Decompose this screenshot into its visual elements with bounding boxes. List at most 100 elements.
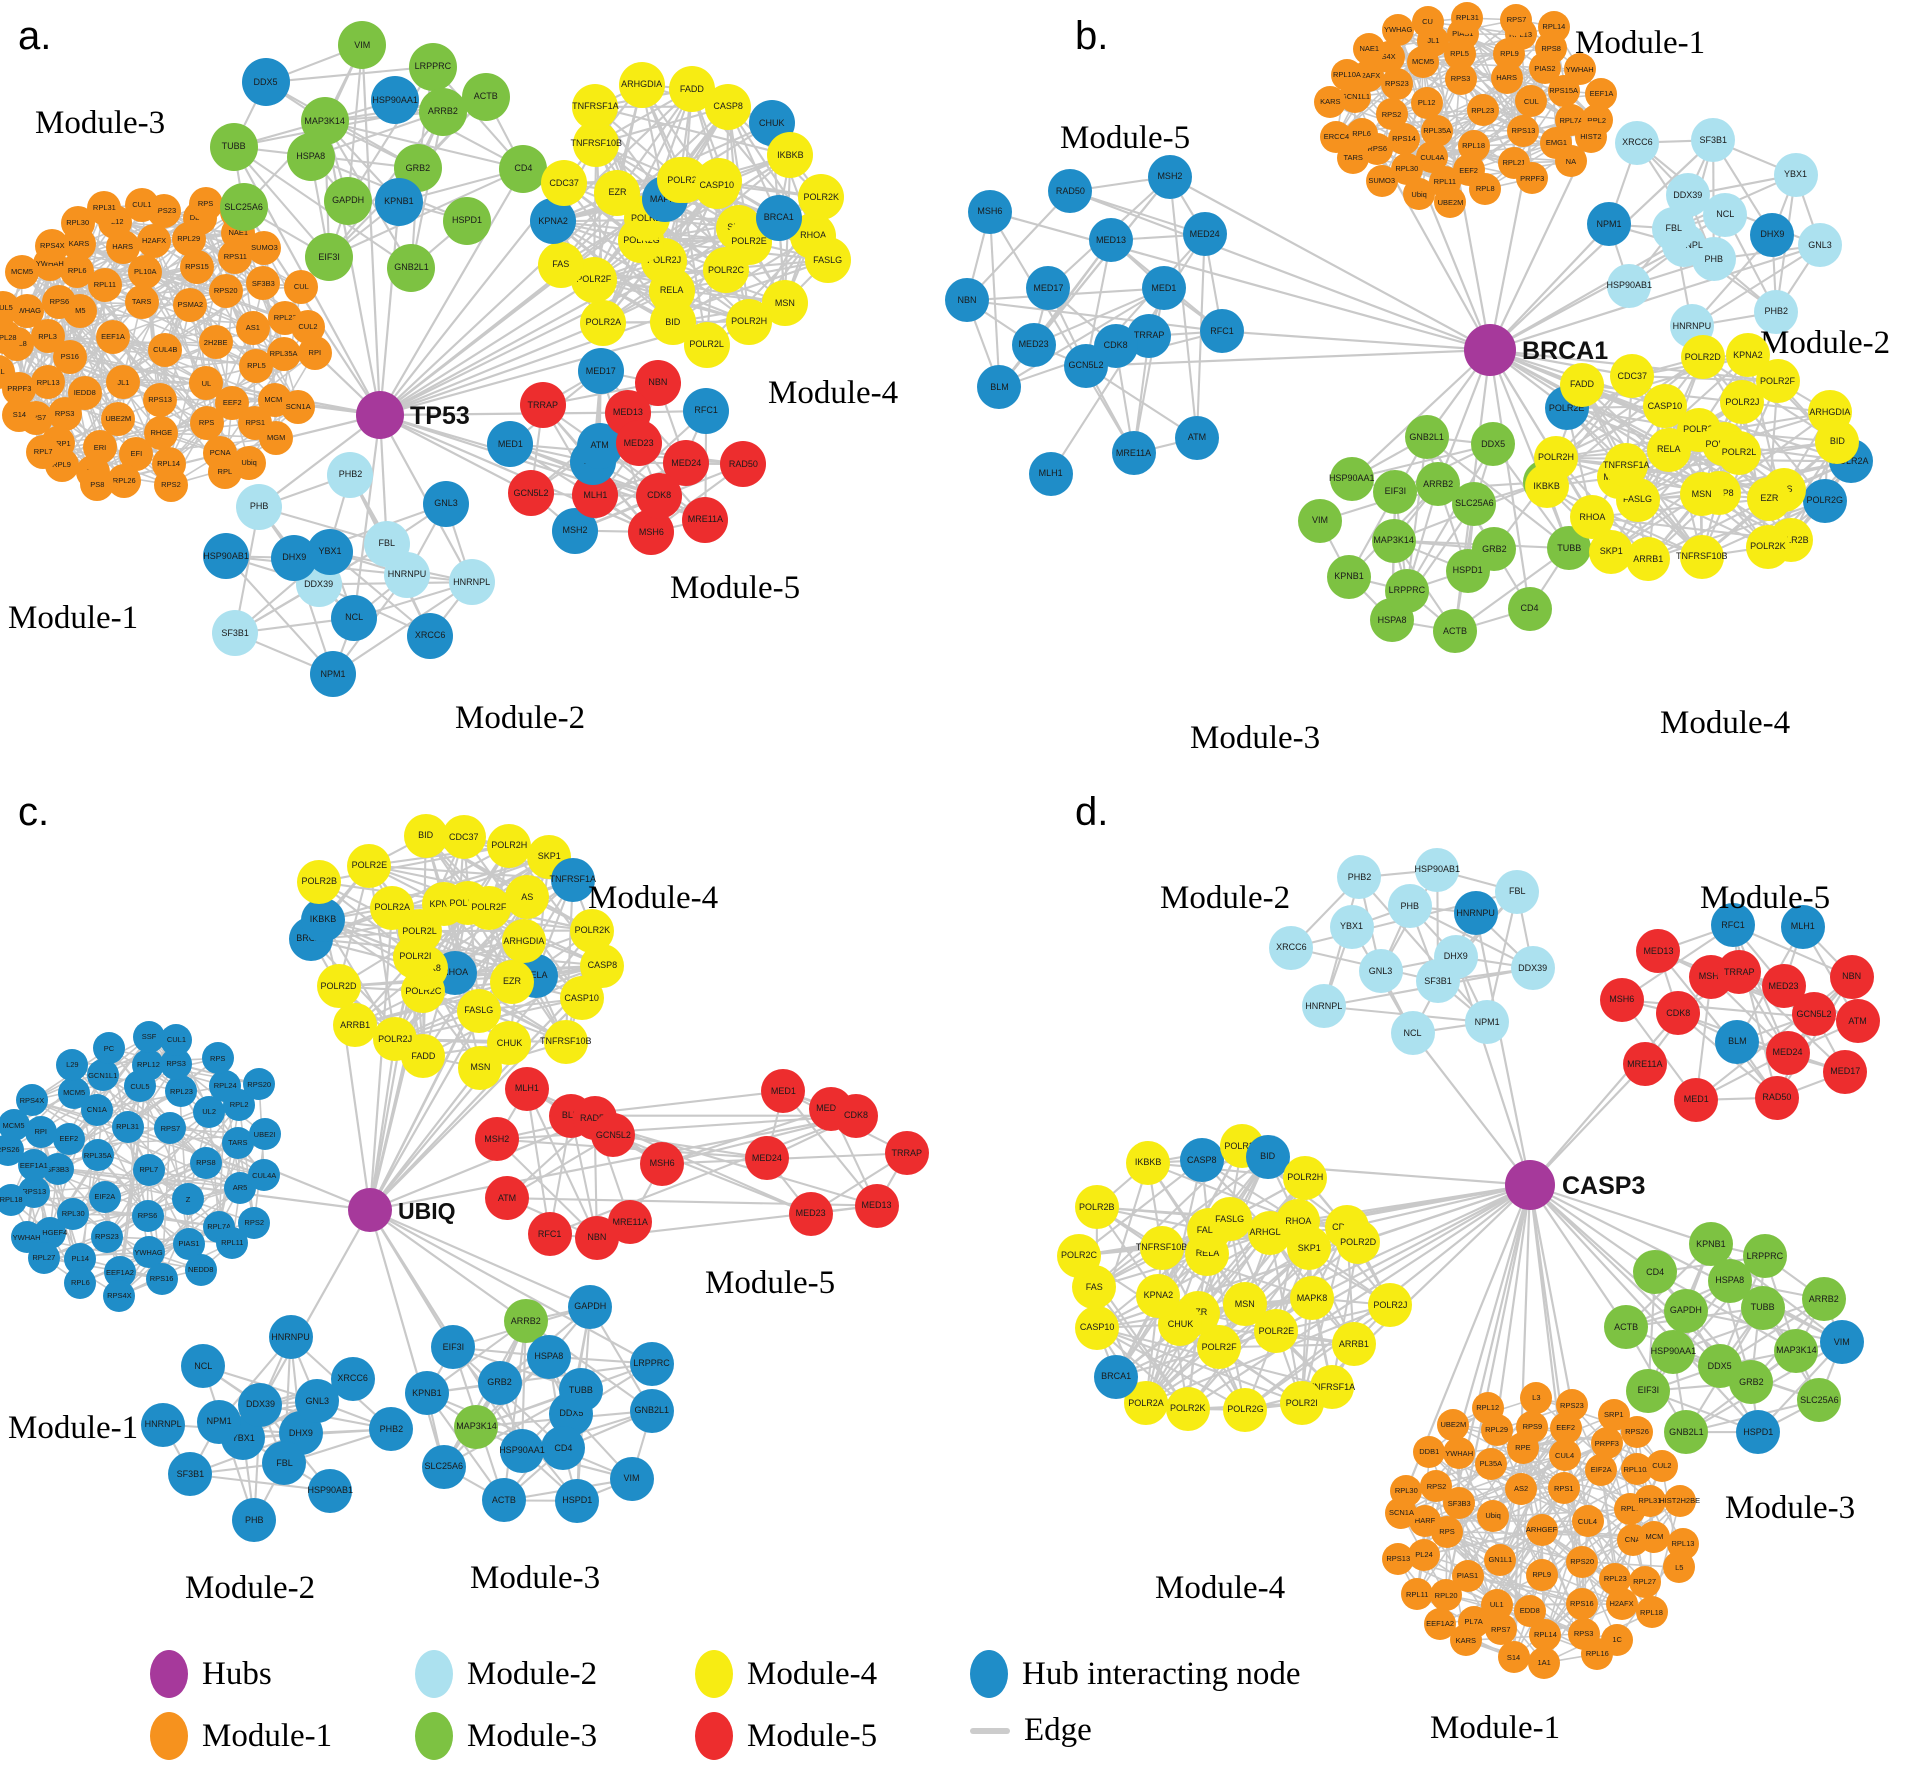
node-d-module-4-26[interactable]: TNFRSF10B bbox=[1136, 1225, 1187, 1270]
node-d-module-2-3[interactable]: HNRNPL bbox=[1301, 984, 1346, 1029]
node-d-module-1-35[interactable]: MCM bbox=[1638, 1520, 1671, 1553]
node-d-module-2-10[interactable]: GNL3 bbox=[1358, 949, 1403, 994]
node-d-module-1-5[interactable]: AS2 bbox=[1505, 1472, 1538, 1505]
node-d-module-4-32[interactable]: SKP1 bbox=[1287, 1226, 1332, 1270]
node-d-module-5-12[interactable]: BLM bbox=[1715, 1019, 1760, 1064]
node-d-module-4-1[interactable]: ARRB1 bbox=[1331, 1322, 1376, 1367]
node-d-module-3-16[interactable]: TUBB bbox=[1740, 1285, 1785, 1330]
node-d-module-1-34[interactable]: RPL31 bbox=[1633, 1485, 1666, 1518]
node-d-module-1-49[interactable]: L3 bbox=[1520, 1382, 1553, 1415]
node-d-module-1-0[interactable]: ARHGEF bbox=[1525, 1514, 1558, 1547]
node-d-module-4-4[interactable]: POLR2G bbox=[1223, 1387, 1268, 1432]
node-d-module-3-5[interactable]: ACTB bbox=[1604, 1305, 1649, 1350]
node-d-module-4-18[interactable]: POLR2D bbox=[1336, 1220, 1381, 1265]
node-d-module-1-53[interactable]: CUL2 bbox=[1645, 1449, 1678, 1482]
node-d-module-1-39[interactable]: S14 bbox=[1497, 1641, 1530, 1674]
node-d-module-1-2[interactable]: RPL9 bbox=[1525, 1558, 1558, 1591]
node-d-module-4-5[interactable]: POLR2K bbox=[1165, 1386, 1210, 1431]
node-d-module-3-12[interactable]: DDX5 bbox=[1697, 1344, 1742, 1388]
node-d-module-2-12[interactable]: PHB bbox=[1387, 884, 1432, 929]
node-d-module-1-24[interactable]: RPL20 bbox=[1430, 1579, 1463, 1612]
node-d-module-1-37[interactable]: H2AFX bbox=[1605, 1587, 1638, 1620]
node-d-module-1-43[interactable]: RPS13 bbox=[1382, 1543, 1415, 1576]
node-a-module-3-12[interactable]: GAPDH bbox=[324, 176, 373, 225]
hub-node-casp3[interactable] bbox=[1505, 1160, 1555, 1210]
node-d-module-1-4[interactable]: Ubiq bbox=[1477, 1499, 1510, 1532]
node-a-module-1-7[interactable]: 2H2BE bbox=[198, 325, 233, 360]
node-d-module-5-0[interactable]: ATM bbox=[1835, 999, 1880, 1044]
node-d-module-5-16[interactable]: MED23 bbox=[1761, 964, 1806, 1009]
node-d-module-3-0[interactable]: VIM bbox=[1819, 1320, 1864, 1365]
node-d-module-2-1[interactable]: NPM1 bbox=[1465, 1000, 1510, 1045]
node-d-module-2-11[interactable]: YBX1 bbox=[1329, 904, 1374, 949]
node-d-module-4-13[interactable]: CASP8 bbox=[1179, 1138, 1224, 1183]
node-a-module-1-59[interactable]: RPL bbox=[207, 454, 242, 489]
node-d-module-2-5[interactable]: PHB2 bbox=[1337, 855, 1382, 900]
node-d-module-4-19[interactable]: MAPK8 bbox=[1289, 1276, 1334, 1321]
node-a-module-4-1[interactable]: FASLG bbox=[804, 237, 851, 284]
node-d-module-4-8[interactable]: CASP10 bbox=[1075, 1305, 1120, 1350]
node-d-module-2-0[interactable]: DDX39 bbox=[1510, 946, 1555, 991]
node-d-module-1-6[interactable]: RPS1 bbox=[1547, 1472, 1580, 1505]
node-d-module-1-7[interactable]: CUL4 bbox=[1571, 1505, 1604, 1538]
node-d-module-5-1[interactable]: MED17 bbox=[1823, 1049, 1868, 1094]
node-d-module-1-57[interactable]: RPL18 bbox=[1635, 1596, 1668, 1629]
node-d-module-2-13[interactable]: HNRNPU bbox=[1453, 891, 1498, 936]
node-d-module-5-11[interactable]: MED24 bbox=[1765, 1030, 1810, 1075]
node-d-module-1-1[interactable]: RPS20 bbox=[1566, 1545, 1599, 1578]
node-a-module-1-64[interactable]: S14 bbox=[2, 397, 37, 432]
node-d-module-5-9[interactable]: NBN bbox=[1829, 954, 1874, 999]
node-d-module-4-3[interactable]: POLR2I bbox=[1279, 1381, 1324, 1426]
node-d-module-3-10[interactable]: MAP3K14 bbox=[1774, 1328, 1819, 1373]
node-d-module-4-7[interactable]: BRCA1 bbox=[1094, 1354, 1139, 1399]
node-d-module-1-48[interactable]: RPL12 bbox=[1471, 1391, 1504, 1424]
node-a-module-2-9[interactable]: NCL bbox=[331, 594, 378, 641]
node-d-module-1-8[interactable]: RPS16 bbox=[1565, 1587, 1598, 1620]
node-d-module-2-9[interactable]: SF3B1 bbox=[1415, 959, 1460, 1004]
node-d-module-5-3[interactable]: MED1 bbox=[1674, 1077, 1719, 1122]
node-d-module-4-16[interactable]: POLR2H bbox=[1283, 1155, 1328, 1200]
node-d-module-1-21[interactable]: RPL14 bbox=[1529, 1618, 1562, 1651]
node-d-module-5-4[interactable]: MRE11A bbox=[1622, 1042, 1667, 1087]
node-d-module-2-6[interactable]: HSP90AB1 bbox=[1415, 847, 1460, 892]
node-d-module-1-17[interactable]: EIF2A bbox=[1585, 1453, 1618, 1486]
node-d-module-1-45[interactable]: RPL30 bbox=[1390, 1474, 1423, 1507]
node-d-module-2-2[interactable]: NCL bbox=[1390, 1011, 1435, 1056]
node-b-module-1-12[interactable]: RPS2 bbox=[1375, 98, 1408, 131]
node-d-module-5-6[interactable]: MED13 bbox=[1636, 929, 1681, 974]
hub-node-tp53[interactable] bbox=[356, 391, 404, 439]
node-d-module-1-16[interactable]: CUL4 bbox=[1548, 1439, 1581, 1472]
node-d-module-1-14[interactable]: PL35A bbox=[1474, 1447, 1507, 1480]
node-d-module-1-54[interactable]: HIST2H2BE bbox=[1659, 1485, 1700, 1518]
node-d-module-1-60[interactable]: 1A1 bbox=[1528, 1646, 1561, 1679]
node-d-module-3-13[interactable]: HSP90AA1 bbox=[1651, 1329, 1696, 1374]
node-d-module-1-47[interactable]: UBE2M bbox=[1437, 1408, 1470, 1441]
node-d-module-3-14[interactable]: GAPDH bbox=[1663, 1288, 1708, 1333]
node-d-module-3-2[interactable]: HSPD1 bbox=[1736, 1410, 1781, 1455]
node-d-module-4-12[interactable]: IKBKB bbox=[1126, 1140, 1171, 1185]
node-d-module-3-9[interactable]: ARRB2 bbox=[1801, 1277, 1846, 1322]
node-d-module-3-4[interactable]: EIF3I bbox=[1626, 1368, 1671, 1413]
node-d-module-3-1[interactable]: SLC25A6 bbox=[1797, 1378, 1842, 1423]
node-d-module-1-30[interactable]: RPS9 bbox=[1516, 1410, 1549, 1443]
node-d-module-1-41[interactable]: EEF1A2 bbox=[1424, 1607, 1457, 1640]
node-d-module-4-21[interactable]: MSN bbox=[1222, 1282, 1267, 1327]
node-d-module-5-13[interactable]: CDK8 bbox=[1656, 991, 1701, 1036]
node-d-module-2-7[interactable]: FBL bbox=[1495, 869, 1540, 914]
node-d-module-4-10[interactable]: POLR2C bbox=[1057, 1233, 1102, 1278]
node-d-module-1-52[interactable]: RPS26 bbox=[1621, 1415, 1654, 1448]
node-d-module-1-59[interactable]: RPL16 bbox=[1581, 1637, 1614, 1670]
node-a-module-4-12[interactable]: TNFRSF1A bbox=[572, 83, 619, 130]
node-d-module-5-15[interactable]: TRRAP bbox=[1717, 950, 1762, 995]
node-d-module-1-42[interactable]: RPL11 bbox=[1401, 1578, 1434, 1611]
node-d-module-3-6[interactable]: CD4 bbox=[1633, 1250, 1678, 1295]
node-d-module-4-29[interactable]: FASLG bbox=[1207, 1197, 1252, 1242]
node-d-module-3-3[interactable]: GNB2L1 bbox=[1664, 1410, 1709, 1455]
node-d-module-1-32[interactable]: PRPF3 bbox=[1590, 1427, 1623, 1460]
node-d-module-4-25[interactable]: KPNA2 bbox=[1136, 1273, 1181, 1318]
node-d-module-1-50[interactable]: RPS23 bbox=[1555, 1389, 1588, 1422]
node-d-module-2-4[interactable]: XRCC6 bbox=[1269, 925, 1314, 970]
node-d-module-1-28[interactable]: YWHAH bbox=[1443, 1437, 1476, 1470]
node-d-module-1-3[interactable]: GN1L1 bbox=[1484, 1543, 1517, 1576]
node-d-module-5-5[interactable]: MSH6 bbox=[1599, 977, 1644, 1022]
